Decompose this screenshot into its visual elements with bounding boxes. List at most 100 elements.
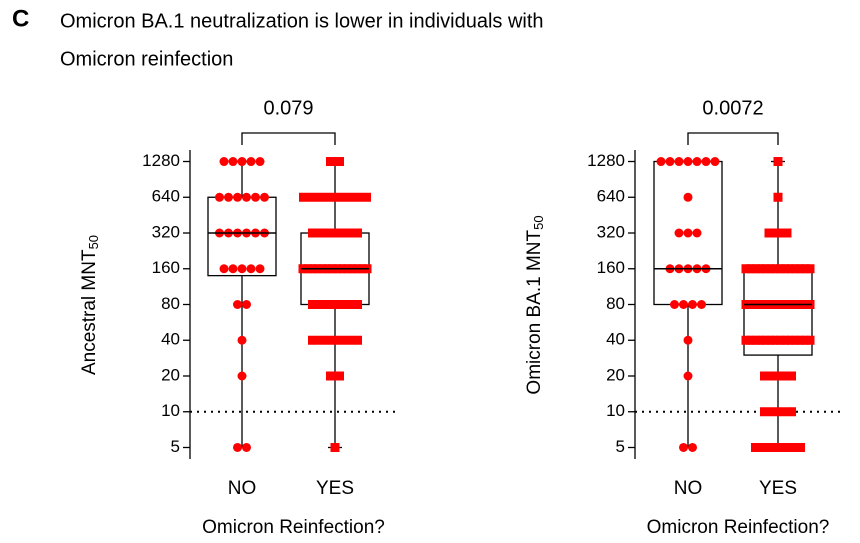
data-point (683, 192, 693, 202)
data-point (335, 192, 344, 202)
data-point (773, 157, 783, 167)
data-point (769, 371, 778, 381)
data-point (692, 228, 702, 238)
data-point (237, 157, 247, 167)
data-point (317, 300, 326, 309)
data-point (800, 335, 810, 345)
data-point (771, 264, 781, 274)
y-tick-label: 5 (616, 437, 625, 456)
data-point (317, 192, 326, 202)
y-axis-label: Ancestral MNT50 (79, 235, 101, 375)
data-point (219, 157, 229, 167)
data-point (769, 407, 778, 417)
data-point (224, 192, 233, 202)
y-axis-label-sub: 50 (531, 215, 546, 229)
data-point (344, 192, 353, 202)
data-point (800, 264, 810, 274)
y-tick-label: 10 (161, 401, 180, 420)
significance-bracket (241, 132, 336, 145)
data-point (362, 192, 371, 202)
data-point (778, 407, 787, 417)
data-point (237, 371, 247, 381)
p-value: 0.0072 (702, 97, 763, 119)
data-point (795, 264, 805, 274)
data-point (787, 442, 796, 452)
y-tick-label: 320 (152, 222, 180, 241)
data-point (665, 157, 675, 167)
data-point (805, 264, 815, 274)
data-point (683, 228, 693, 238)
data-point (326, 335, 335, 345)
data-point (760, 371, 769, 381)
data-point (308, 228, 317, 238)
data-point (242, 300, 251, 309)
data-point (683, 157, 693, 167)
data-point (219, 264, 229, 274)
data-point (769, 442, 778, 452)
data-point (308, 300, 317, 309)
x-tick-label: YES (316, 478, 354, 499)
data-point (326, 371, 335, 381)
data-point (780, 264, 790, 274)
significance-bracket (687, 132, 779, 145)
y-tick-label: 80 (606, 294, 625, 313)
data-point (790, 264, 800, 274)
data-point (242, 192, 251, 202)
y-tick-label: 320 (597, 222, 625, 241)
data-point (317, 335, 326, 345)
data-point (805, 335, 815, 345)
data-point (335, 371, 344, 381)
data-point (330, 442, 340, 452)
x-tick-label: NO (228, 478, 257, 499)
data-point (741, 264, 751, 274)
data-point (335, 228, 344, 238)
data-point (353, 228, 362, 238)
data-point (683, 335, 693, 345)
data-point (778, 371, 787, 381)
data-point (353, 192, 362, 202)
data-point (308, 192, 317, 202)
data-point (766, 264, 776, 274)
data-point (756, 335, 766, 345)
data-point (782, 228, 792, 238)
x-tick-label: YES (759, 478, 797, 499)
data-point (701, 157, 711, 167)
data-point (710, 157, 720, 167)
data-point (760, 442, 769, 452)
y-tick-label: 40 (161, 330, 180, 349)
data-point (233, 442, 242, 452)
y-tick-label: 20 (606, 365, 625, 384)
data-point (679, 300, 688, 309)
data-point (246, 157, 256, 167)
data-point (683, 371, 693, 381)
data-point (785, 264, 795, 274)
y-tick-label: 1280 (587, 151, 625, 170)
p-value: 0.079 (263, 97, 313, 119)
data-point (697, 300, 706, 309)
data-point (228, 264, 238, 274)
data-point (233, 192, 242, 202)
data-point (242, 442, 251, 452)
title-line: Omicron BA.1 neutralization is lower in … (60, 10, 544, 32)
data-point (233, 300, 242, 309)
data-point (741, 335, 751, 345)
data-point (246, 264, 256, 274)
data-point (692, 157, 702, 167)
x-axis-label: Omicron Reinfection? (202, 517, 385, 538)
y-tick-label: 160 (597, 258, 625, 277)
data-point (756, 264, 766, 274)
data-point (326, 300, 335, 309)
data-point (796, 442, 805, 452)
data-point (326, 228, 335, 238)
data-point (746, 335, 756, 345)
data-point (344, 335, 353, 345)
data-point (670, 300, 679, 309)
panel-label: C (12, 5, 29, 32)
data-point (688, 442, 697, 452)
data-point (656, 157, 666, 167)
y-axis-label: Omicron BA.1 MNT50 (524, 215, 546, 394)
y-tick-label: 10 (606, 401, 625, 420)
data-point (317, 228, 326, 238)
data-point (344, 300, 353, 309)
